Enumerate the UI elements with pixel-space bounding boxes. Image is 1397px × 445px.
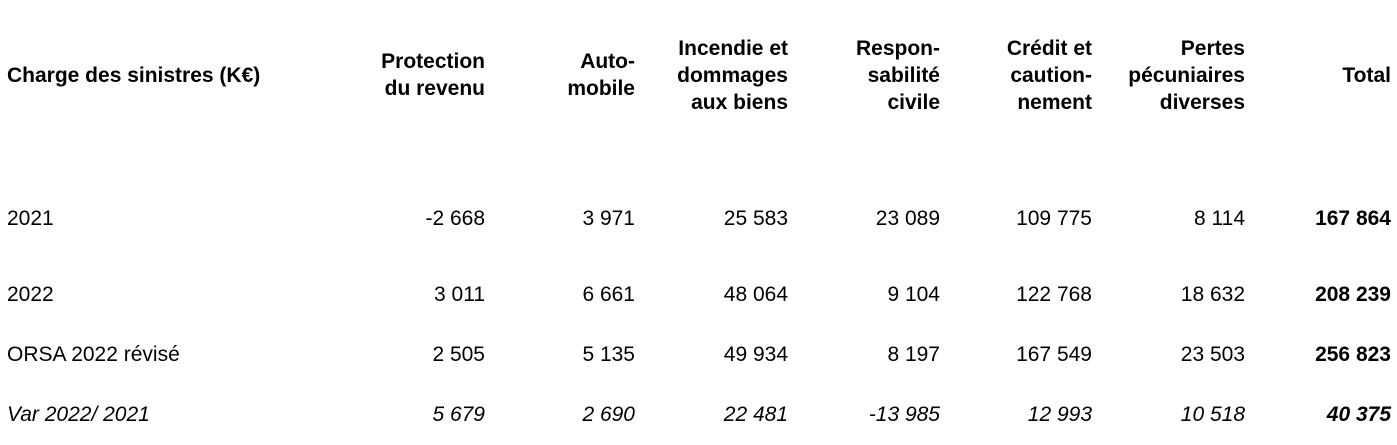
header-line: Protection — [381, 50, 485, 73]
header-line: aux biens — [691, 90, 788, 114]
cell-value: 25 583 — [723, 206, 788, 230]
table-body: 2021 -2 668 3 971 25 583 23 089 109 775 … — [0, 162, 1397, 445]
cell-total: 256 823 — [1315, 343, 1391, 366]
cell-value: 10 518 — [1180, 403, 1245, 426]
cell-value: -2 668 — [425, 206, 485, 230]
cell-value: -13 985 — [868, 403, 940, 426]
cell-value: 9 104 — [887, 283, 940, 306]
cell-value: 109 775 — [1016, 206, 1092, 230]
cell-value: 2 505 — [432, 343, 485, 366]
cell-value: 22 481 — [723, 403, 788, 426]
header-line: Respon- — [856, 36, 940, 60]
header-incendie-dommages: Incendie et dommages aux biens — [635, 0, 788, 162]
cell-total: 40 375 — [1326, 403, 1391, 426]
cell-total: 167 864 — [1315, 206, 1391, 230]
header-line: Incendie et — [678, 36, 788, 60]
cell-value: 5 135 — [582, 343, 635, 366]
header-credit-cautionnement: Crédit et caution- nement — [940, 0, 1092, 162]
header-protection-du-revenu: Protection du revenu — [330, 0, 485, 162]
table-header: Charge des sinistres (K€) Protection du … — [0, 0, 1397, 162]
row-label: Var 2022/ 2021 — [7, 403, 150, 426]
cell-value: 6 661 — [582, 283, 635, 306]
table-row: 2022 3 011 6 661 48 064 9 104 122 768 18… — [0, 265, 1397, 325]
cell-value: 48 064 — [723, 283, 788, 306]
header-responsabilite-civile: Respon- sabilité civile — [788, 0, 940, 162]
cell-value: 5 679 — [432, 403, 485, 426]
header-line: Crédit et — [1006, 36, 1092, 60]
cell-value: 8 114 — [1194, 206, 1245, 230]
header-automobile: Auto- mobile — [485, 0, 635, 162]
table-row: ORSA 2022 révisé 2 505 5 135 49 934 8 19… — [0, 325, 1397, 385]
row-label: ORSA 2022 révisé — [7, 343, 180, 366]
header-line: mobile — [567, 77, 635, 100]
header-line: dommages — [677, 63, 788, 87]
header-total: Total — [1245, 0, 1397, 162]
cell-value: 12 993 — [1027, 403, 1092, 426]
table-row: Var 2022/ 2021 5 679 2 690 22 481 -13 98… — [0, 385, 1397, 445]
row-label: 2022 — [7, 283, 54, 306]
header-line: pécuniaires — [1128, 63, 1245, 87]
row-label: 2021 — [7, 206, 54, 230]
header-row: Charge des sinistres (K€) Protection du … — [0, 0, 1397, 162]
header-line: diverses — [1159, 90, 1245, 114]
cell-value: 2 690 — [582, 403, 635, 426]
cell-value: 3 011 — [434, 283, 485, 306]
cell-value: 23 089 — [875, 206, 940, 230]
cell-value: 3 971 — [582, 206, 635, 230]
header-line: nement — [1017, 90, 1092, 114]
header-line: civile — [887, 90, 940, 114]
header-line: Auto- — [580, 50, 635, 73]
header-pertes-pecuniaires: Pertes pécuniaires diverses — [1092, 0, 1245, 162]
header-line: Total — [1342, 63, 1391, 87]
header-line: du revenu — [384, 77, 485, 100]
cell-value: 167 549 — [1016, 343, 1092, 366]
cell-value: 49 934 — [723, 343, 788, 366]
cell-value: 8 197 — [887, 343, 940, 366]
table-row: 2021 -2 668 3 971 25 583 23 089 109 775 … — [0, 162, 1397, 265]
header-line: sabilité — [867, 63, 940, 87]
cell-value: 23 503 — [1180, 343, 1245, 366]
header-line: Pertes — [1180, 36, 1245, 60]
cell-total: 208 239 — [1315, 283, 1391, 306]
header-label: Charge des sinistres (K€) — [7, 63, 261, 87]
cell-value: 122 768 — [1016, 283, 1092, 306]
header-line: caution- — [1010, 63, 1092, 87]
cell-value: 18 632 — [1180, 283, 1245, 306]
